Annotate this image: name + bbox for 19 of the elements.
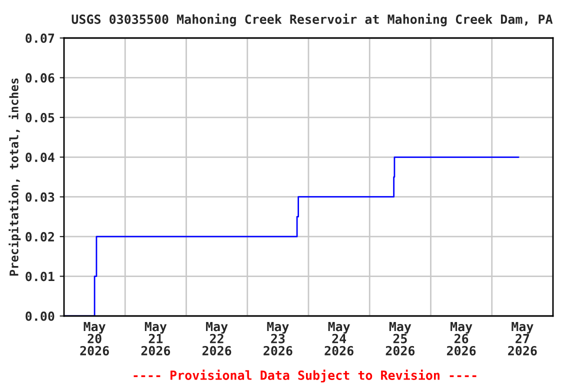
y-tick-label: 0.02 bbox=[26, 232, 54, 242]
y-tick-label: 0.06 bbox=[26, 73, 54, 83]
y-tick-label: 0.00 bbox=[26, 311, 54, 321]
y-tick-label: 0.03 bbox=[26, 192, 54, 202]
y-axis-title: Precipitation, total, inches bbox=[8, 78, 21, 276]
x-tick-label: May 26 2026 bbox=[446, 322, 476, 356]
x-tick-label: May 20 2026 bbox=[80, 322, 109, 356]
x-tick-label: May 25 2026 bbox=[386, 322, 415, 356]
x-tick-label: May 23 2026 bbox=[264, 322, 292, 356]
x-tick-label: May 24 2026 bbox=[324, 322, 354, 356]
y-tick-label: 0.05 bbox=[26, 112, 54, 122]
y-tick-label: 0.04 bbox=[26, 152, 54, 162]
x-tick-label: May 21 2026 bbox=[141, 322, 170, 356]
text: ---- Provisional Data Subject to Revision ---- bbox=[134, 370, 476, 382]
y-tick-label: 0.07 bbox=[26, 33, 54, 43]
y-tick-label: 0.01 bbox=[26, 272, 54, 282]
x-tick-label: May 22 2026 bbox=[202, 322, 232, 356]
chart-title: USGS 03035500 Mahoning Creek Reservoir at Mahoning Creek Dam, PA bbox=[72, 14, 553, 26]
x-tick-label: May 27 2026 bbox=[508, 322, 537, 356]
